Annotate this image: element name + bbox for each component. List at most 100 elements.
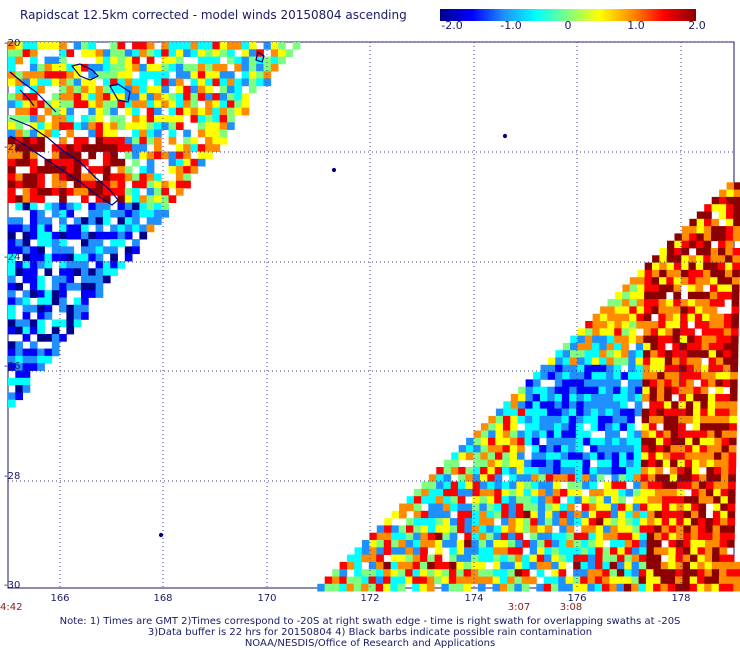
wind-cell: [405, 576, 413, 585]
wind-cell: [540, 372, 549, 380]
wind-cell: [591, 364, 600, 373]
wind-cell: [361, 554, 370, 563]
wind-cell: [248, 85, 257, 94]
wind-cell: [205, 100, 213, 109]
wind-cell: [219, 71, 228, 79]
wind-cell: [647, 510, 655, 519]
wind-cell: [197, 115, 206, 123]
wind-cell: [102, 100, 111, 109]
wind-cell: [595, 525, 604, 534]
wind-cell: [606, 350, 615, 358]
wind-cell: [663, 445, 671, 453]
wind-cell: [227, 42, 235, 50]
wind-cell: [480, 445, 489, 453]
wind-cell: [672, 335, 681, 344]
wind-cell: [346, 576, 355, 585]
wind-cell: [606, 357, 615, 366]
wind-cell: [664, 379, 672, 388]
wind-cell: [676, 510, 685, 519]
wind-cell: [59, 151, 67, 160]
wind-cell: [562, 350, 571, 358]
wind-cell: [8, 122, 16, 130]
wind-cell: [698, 481, 707, 490]
wind-cell: [132, 78, 140, 87]
wind-cell: [517, 430, 526, 439]
wind-cell: [723, 328, 732, 336]
wind-cell: [552, 503, 561, 512]
wind-cell: [132, 144, 140, 152]
wind-cell: [37, 195, 45, 203]
wind-cell: [566, 547, 574, 555]
lon-label: 168: [153, 593, 173, 604]
wind-cell: [175, 49, 184, 57]
wind-cell: [700, 379, 709, 388]
wind-cell: [518, 386, 526, 395]
wind-cell: [629, 306, 637, 315]
wind-cell: [729, 386, 738, 395]
wind-cell: [88, 246, 96, 255]
wind-cell: [727, 525, 735, 534]
wind-cell: [521, 576, 530, 585]
wind-cell: [569, 372, 578, 380]
wind-cell: [383, 561, 392, 570]
wind-cell: [708, 357, 717, 366]
wind-cell: [625, 518, 633, 526]
wind-cell: [600, 306, 608, 315]
wind-cell: [605, 430, 613, 439]
wind-cell: [627, 415, 635, 424]
wind-cell: [413, 532, 421, 541]
wind-cell: [502, 459, 510, 468]
wind-cell: [613, 372, 622, 380]
wind-cell: [692, 445, 700, 453]
wind-cell: [545, 481, 554, 490]
wind-cell: [566, 532, 575, 541]
wind-cell: [524, 430, 533, 439]
wind-cell: [640, 467, 649, 475]
wind-cell: [589, 452, 598, 461]
wind-cell: [599, 357, 607, 366]
wind-cell: [59, 144, 67, 152]
wind-cell: [59, 49, 67, 57]
wind-cell: [473, 452, 481, 461]
wind-cell: [22, 224, 31, 233]
wind-cell: [139, 78, 148, 87]
wind-cell: [605, 386, 614, 395]
wind-cell: [681, 269, 689, 278]
wind-cell: [711, 576, 720, 585]
wind-cell: [673, 284, 682, 293]
wind-cell: [102, 166, 111, 174]
wind-cell: [551, 547, 560, 555]
wind-cell: [361, 583, 369, 592]
wind-cell: [704, 569, 713, 577]
wind-cell: [406, 518, 414, 526]
wind-cell: [686, 350, 695, 358]
wind-cell: [684, 481, 692, 490]
wind-cell: [494, 503, 502, 512]
wind-cell: [102, 217, 111, 225]
wind-cell: [681, 226, 690, 234]
wind-cell: [618, 488, 627, 497]
wind-cell: [124, 202, 133, 211]
wind-cell: [51, 42, 60, 50]
wind-cell: [716, 313, 725, 322]
wind-cell: [8, 144, 16, 152]
wind-cell: [463, 583, 471, 592]
wind-cell: [219, 42, 228, 50]
wind-cell: [487, 481, 495, 490]
wind-cell: [212, 144, 221, 152]
wind-cell: [8, 158, 16, 167]
wind-cell: [212, 122, 221, 130]
wind-cell: [654, 503, 663, 512]
wind-cell: [661, 503, 670, 512]
wind-cell: [168, 129, 177, 138]
wind-cell: [368, 583, 377, 592]
wind-cell: [553, 459, 561, 468]
wind-cell: [532, 423, 540, 431]
wind-cell: [569, 394, 577, 402]
wind-cell: [29, 261, 38, 269]
wind-cell: [29, 56, 38, 65]
wind-cell: [8, 217, 16, 225]
wind-cell: [695, 291, 703, 300]
lon-label: 170: [257, 593, 277, 604]
wind-cell: [449, 569, 457, 577]
